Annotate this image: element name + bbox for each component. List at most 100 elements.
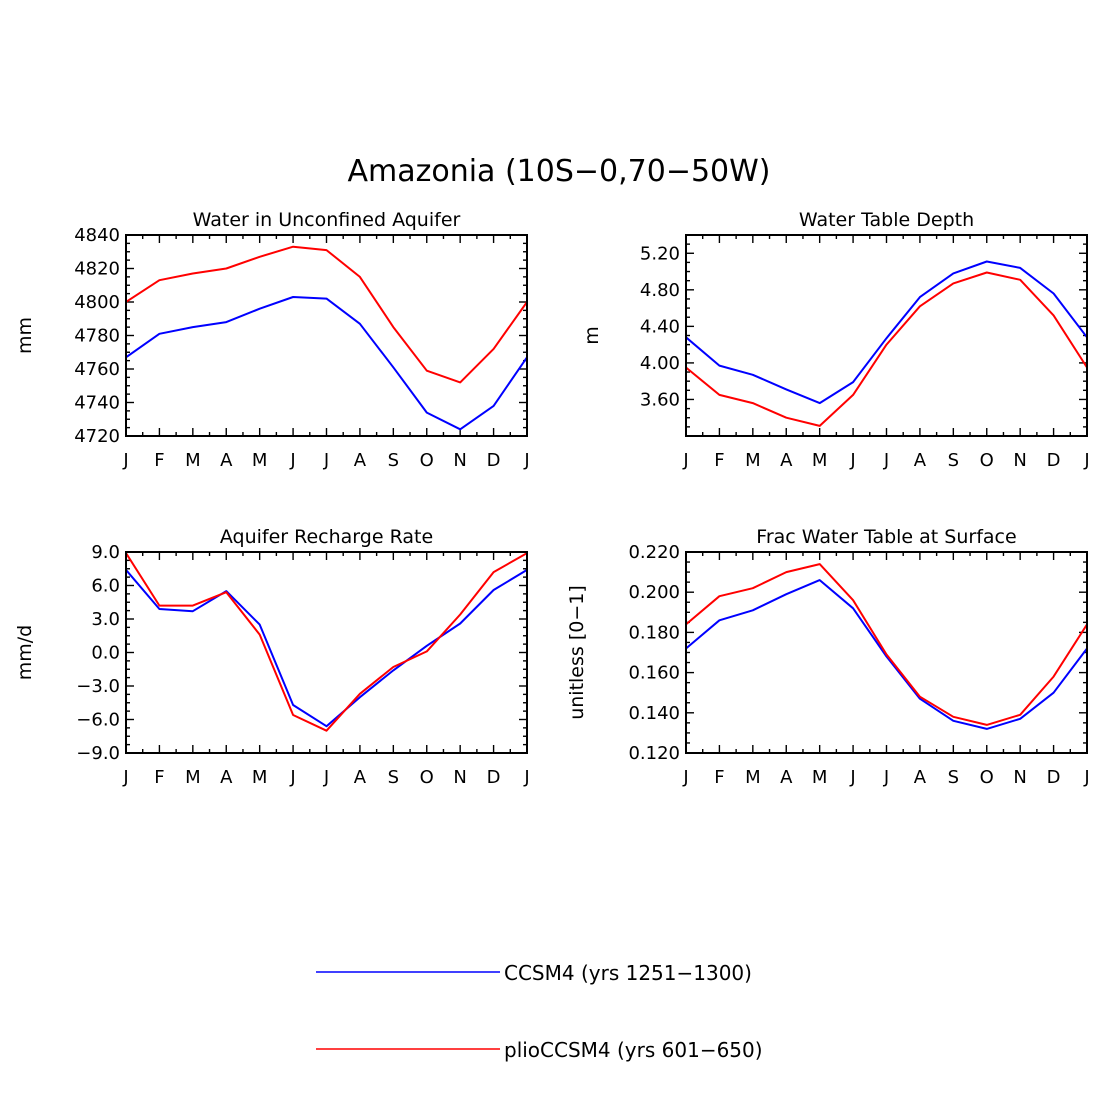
p2-frame [125, 551, 528, 754]
p3-series-line-0 [685, 579, 1088, 730]
p0-xtick-label: F [154, 450, 164, 471]
p3-ytick-label: 0.200 [628, 582, 680, 603]
p1-ytick-label: 5.20 [640, 243, 680, 264]
p0-ytick-label: 4740 [74, 393, 120, 414]
p2-ytick-label: 0.0 [91, 643, 120, 664]
p3-series-line-1 [685, 563, 1088, 726]
p3-ytick-label: 0.220 [628, 542, 680, 563]
p1-xtick-label: F [714, 450, 724, 471]
p3-title: Frac Water Table at Surface [756, 526, 1016, 548]
p1-xtick-label: D [1047, 450, 1061, 471]
p2-xtick-label: D [487, 767, 501, 788]
p0-xtick-label: O [420, 450, 434, 471]
p2-xtick-label: O [420, 767, 434, 788]
p2-xtick-label: J [289, 767, 295, 788]
p1-ytick-label: 3.60 [640, 389, 680, 410]
p2-ylabel: mm/d [14, 625, 36, 680]
legend-label-ccsm4: CCSM4 (yrs 1251−1300) [504, 961, 752, 985]
p0-ytick-label: 4840 [74, 225, 120, 246]
p1-xtick-label: A [914, 450, 927, 471]
p0-series-line-0 [125, 296, 528, 431]
p2-title: Aquifer Recharge Rate [220, 526, 433, 548]
p2-ytick-label: −3.0 [76, 676, 120, 697]
p2-xtick-label: S [388, 767, 399, 788]
p3-xtick-label: A [914, 767, 927, 788]
p3-ytick-label: 0.160 [628, 663, 680, 684]
p2-xtick-label: A [220, 767, 233, 788]
p0-ytick-label: 4820 [74, 259, 120, 280]
p1-xtick-label: S [948, 450, 959, 471]
p0-ytick-label: 4780 [74, 326, 120, 347]
p1-ytick-label: 4.40 [640, 316, 680, 337]
p1-xtick-label: M [812, 450, 828, 471]
p3-xtick-label: S [948, 767, 959, 788]
p2-xtick-label: M [185, 767, 201, 788]
p2-ytick-label: −6.0 [76, 710, 120, 731]
p3-ytick-label: 0.120 [628, 743, 680, 764]
p2-series-line-1 [125, 552, 528, 732]
p1-xtick-label: O [980, 450, 994, 471]
p1-xtick-label: J [849, 450, 855, 471]
p1-xtick-label: A [780, 450, 793, 471]
p3-xtick-label: J [849, 767, 855, 788]
p0-xtick-label: A [220, 450, 233, 471]
legend-label-plioccsm4: plioCCSM4 (yrs 601−650) [504, 1038, 763, 1062]
p0-xtick-label: A [354, 450, 367, 471]
p0-title: Water in Unconfined Aquifer [193, 209, 461, 231]
p0-xtick-label: M [252, 450, 268, 471]
p3-frame [685, 551, 1088, 754]
p0-xtick-label: M [185, 450, 201, 471]
p2-ytick-label: 9.0 [91, 542, 120, 563]
p3-xtick-label: J [1083, 767, 1089, 788]
p1-xtick-label: N [1013, 450, 1026, 471]
p1-xtick-label: M [745, 450, 761, 471]
p2-xtick-label: J [122, 767, 128, 788]
p1-ylabel: m [581, 326, 603, 345]
p0-frame [125, 234, 528, 437]
p3-xtick-label: F [714, 767, 724, 788]
p3-xtick-label: J [883, 767, 889, 788]
p2-xtick-label: N [453, 767, 466, 788]
p0-xtick-label: N [453, 450, 466, 471]
p0-ytick-label: 4720 [74, 426, 120, 447]
p3-xtick-label: M [745, 767, 761, 788]
p2-xtick-label: A [354, 767, 367, 788]
p1-frame [685, 234, 1088, 437]
p3-xtick-label: N [1013, 767, 1026, 788]
p0-series-line-1 [125, 245, 528, 384]
panel-frac-water-table-at-surface: Frac Water Table at Surface unitless [0−1… [566, 526, 1090, 788]
p3-xtick-label: O [980, 767, 994, 788]
p0-ylabel: mm [14, 317, 36, 354]
p2-ytick-label: −9.0 [76, 743, 120, 764]
p2-xtick-label: M [252, 767, 268, 788]
p3-ylabel: unitless [0−1] [566, 585, 588, 720]
p2-xtick-label: F [154, 767, 164, 788]
p2-xtick-label: J [523, 767, 529, 788]
p2-series-line-0 [125, 569, 528, 728]
legend: CCSM4 (yrs 1251−1300) plioCCSM4 (yrs 601… [316, 961, 763, 1062]
p1-xtick-label: J [883, 450, 889, 471]
p0-xtick-label: J [523, 450, 529, 471]
p1-series-line-1 [685, 271, 1088, 427]
p0-xtick-label: D [487, 450, 501, 471]
p3-xtick-label: M [812, 767, 828, 788]
p1-ytick-label: 4.00 [640, 353, 680, 374]
p3-ytick-label: 0.140 [628, 703, 680, 724]
p1-title: Water Table Depth [799, 209, 974, 231]
p1-ytick-label: 4.80 [640, 280, 680, 301]
p2-ytick-label: 6.0 [91, 576, 120, 597]
p0-ytick-label: 4800 [74, 292, 120, 313]
p1-xtick-label: J [1083, 450, 1089, 471]
p0-xtick-label: J [122, 450, 128, 471]
p2-ytick-label: 3.0 [91, 609, 120, 630]
p3-xtick-label: A [780, 767, 793, 788]
p0-xtick-label: J [289, 450, 295, 471]
p2-xtick-label: J [323, 767, 329, 788]
p0-ytick-label: 4760 [74, 359, 120, 380]
p1-series-line-0 [685, 260, 1088, 405]
p0-xtick-label: J [323, 450, 329, 471]
